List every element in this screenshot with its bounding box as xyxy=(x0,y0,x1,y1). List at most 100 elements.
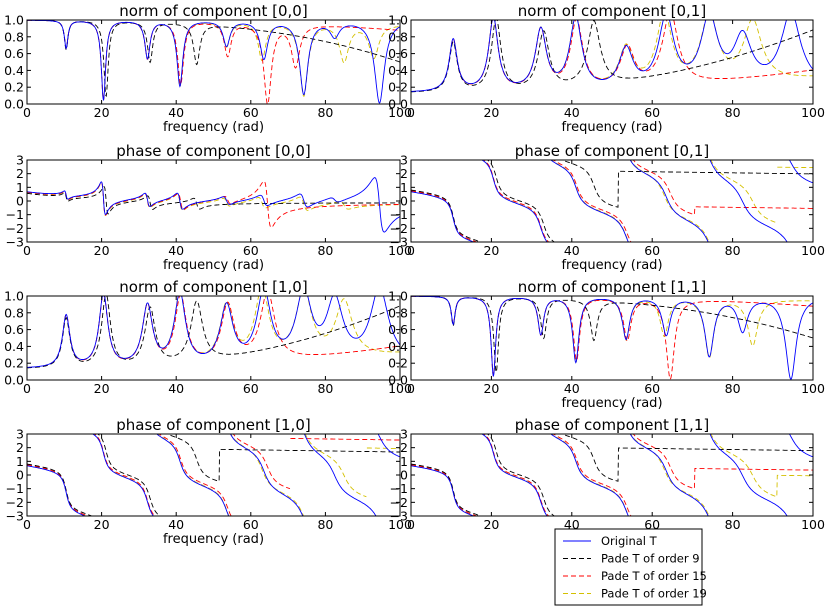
series-line-pade-t-of-order-9 xyxy=(27,186,400,215)
x-tick-label: 60 xyxy=(644,517,660,532)
legend-label: Pade T of order 19 xyxy=(601,587,707,601)
y-tick-label: 3 xyxy=(16,427,24,442)
x-tick-label: 0 xyxy=(23,243,31,258)
y-tick-label: −3 xyxy=(6,235,24,250)
y-tick-label: 3 xyxy=(16,153,24,168)
series-line-pade-t-of-order-19 xyxy=(411,160,813,242)
plot-frame xyxy=(26,295,401,381)
series-line-pade-t-of-order-15 xyxy=(27,180,400,228)
subplot-title: phase of component [1,1] xyxy=(515,416,709,434)
subplot-title: phase of component [1,0] xyxy=(116,416,310,434)
y-tick-label: 2 xyxy=(400,440,408,455)
y-tick-label: 0.6 xyxy=(388,46,408,61)
x-tick-label: 40 xyxy=(564,243,580,258)
x-axis-label: frequency (rad) xyxy=(561,396,662,411)
x-tick-label: 100 xyxy=(388,105,412,120)
subplot-title: norm of component [0,1] xyxy=(518,2,706,20)
x-tick-label: 40 xyxy=(564,381,580,396)
series-line-original-t xyxy=(27,296,400,368)
y-tick-label: 3 xyxy=(400,153,408,168)
x-tick-label: 20 xyxy=(483,105,499,120)
y-tick-label: 0.0 xyxy=(388,97,408,112)
x-tick-label: 40 xyxy=(168,381,184,396)
y-tick-label: 1.0 xyxy=(388,289,408,304)
series-line-pade-t-of-order-15 xyxy=(27,296,400,369)
series-line-pade-t-of-order-19 xyxy=(27,182,400,216)
y-tick-label: 0 xyxy=(400,194,408,209)
subplot-title: phase of component [0,0] xyxy=(116,142,310,160)
legend-label: Pade T of order 15 xyxy=(601,569,707,583)
y-tick-label: 0.0 xyxy=(4,373,24,388)
y-tick-label: 0 xyxy=(16,194,24,209)
y-tick-label: −1 xyxy=(6,481,24,496)
y-tick-label: 0.0 xyxy=(388,373,408,388)
x-tick-label: 20 xyxy=(94,381,110,396)
x-tick-label: 40 xyxy=(564,517,580,532)
x-tick-label: 0 xyxy=(407,381,415,396)
x-tick-label: 80 xyxy=(725,517,741,532)
x-axis-label: frequency (rad) xyxy=(163,120,264,135)
y-tick-label: −1 xyxy=(6,207,24,222)
x-tick-label: 80 xyxy=(317,105,333,120)
x-axis-label: frequency (rad) xyxy=(163,532,264,547)
x-tick-label: 20 xyxy=(483,517,499,532)
subplot-title: norm of component [0,0] xyxy=(119,2,307,20)
y-tick-label: 3 xyxy=(400,427,408,442)
x-tick-label: 100 xyxy=(801,517,825,532)
y-tick-label: −2 xyxy=(390,221,408,236)
y-tick-label: 0.4 xyxy=(388,339,408,354)
series-line-pade-t-of-order-15 xyxy=(27,20,400,104)
x-tick-label: 20 xyxy=(94,243,110,258)
x-tick-label: 100 xyxy=(801,381,825,396)
y-tick-label: 1.0 xyxy=(4,13,24,28)
plot-frame xyxy=(410,295,814,381)
y-tick-label: −3 xyxy=(390,235,408,250)
y-tick-label: 0.8 xyxy=(388,29,408,44)
series-line-original-t xyxy=(27,177,400,233)
y-tick-label: −2 xyxy=(6,495,24,510)
y-tick-label: 0.2 xyxy=(388,356,408,371)
series-line-pade-t-of-order-15 xyxy=(411,434,813,516)
series-line-original-t xyxy=(411,20,813,92)
series-line-pade-t-of-order-19 xyxy=(411,20,813,92)
x-tick-label: 80 xyxy=(317,517,333,532)
series-line-pade-t-of-order-15 xyxy=(411,160,813,242)
y-tick-label: −3 xyxy=(6,509,24,524)
series-line-pade-t-of-order-9 xyxy=(411,434,813,516)
y-tick-label: 0.0 xyxy=(4,97,24,112)
x-tick-label: 100 xyxy=(388,517,412,532)
y-tick-label: 0.6 xyxy=(4,322,24,337)
series-line-original-t xyxy=(27,434,400,516)
x-tick-label: 20 xyxy=(94,105,110,120)
y-tick-label: −1 xyxy=(390,481,408,496)
y-tick-label: −1 xyxy=(390,207,408,222)
subplot-title: norm of component [1,0] xyxy=(119,278,307,296)
x-tick-label: 60 xyxy=(243,517,259,532)
y-tick-label: 0.4 xyxy=(4,339,24,354)
x-tick-label: 60 xyxy=(243,243,259,258)
x-tick-label: 0 xyxy=(407,243,415,258)
y-tick-label: −2 xyxy=(6,221,24,236)
y-tick-label: 0.8 xyxy=(388,305,408,320)
series-line-original-t xyxy=(411,160,813,242)
series-line-pade-t-of-order-19 xyxy=(411,434,813,516)
plot-frame xyxy=(26,19,401,105)
x-tick-label: 100 xyxy=(388,243,412,258)
x-axis-label: frequency (rad) xyxy=(561,120,662,135)
y-tick-label: 1 xyxy=(400,454,408,469)
series-line-pade-t-of-order-15 xyxy=(27,434,400,516)
x-tick-label: 80 xyxy=(317,243,333,258)
plot-frame xyxy=(26,159,401,243)
x-tick-label: 20 xyxy=(483,381,499,396)
x-tick-label: 60 xyxy=(243,105,259,120)
y-tick-label: 2 xyxy=(16,166,24,181)
subplot-title: phase of component [0,1] xyxy=(515,142,709,160)
y-tick-label: 0 xyxy=(16,468,24,483)
y-tick-label: 0.6 xyxy=(4,46,24,61)
x-tick-label: 0 xyxy=(23,105,31,120)
